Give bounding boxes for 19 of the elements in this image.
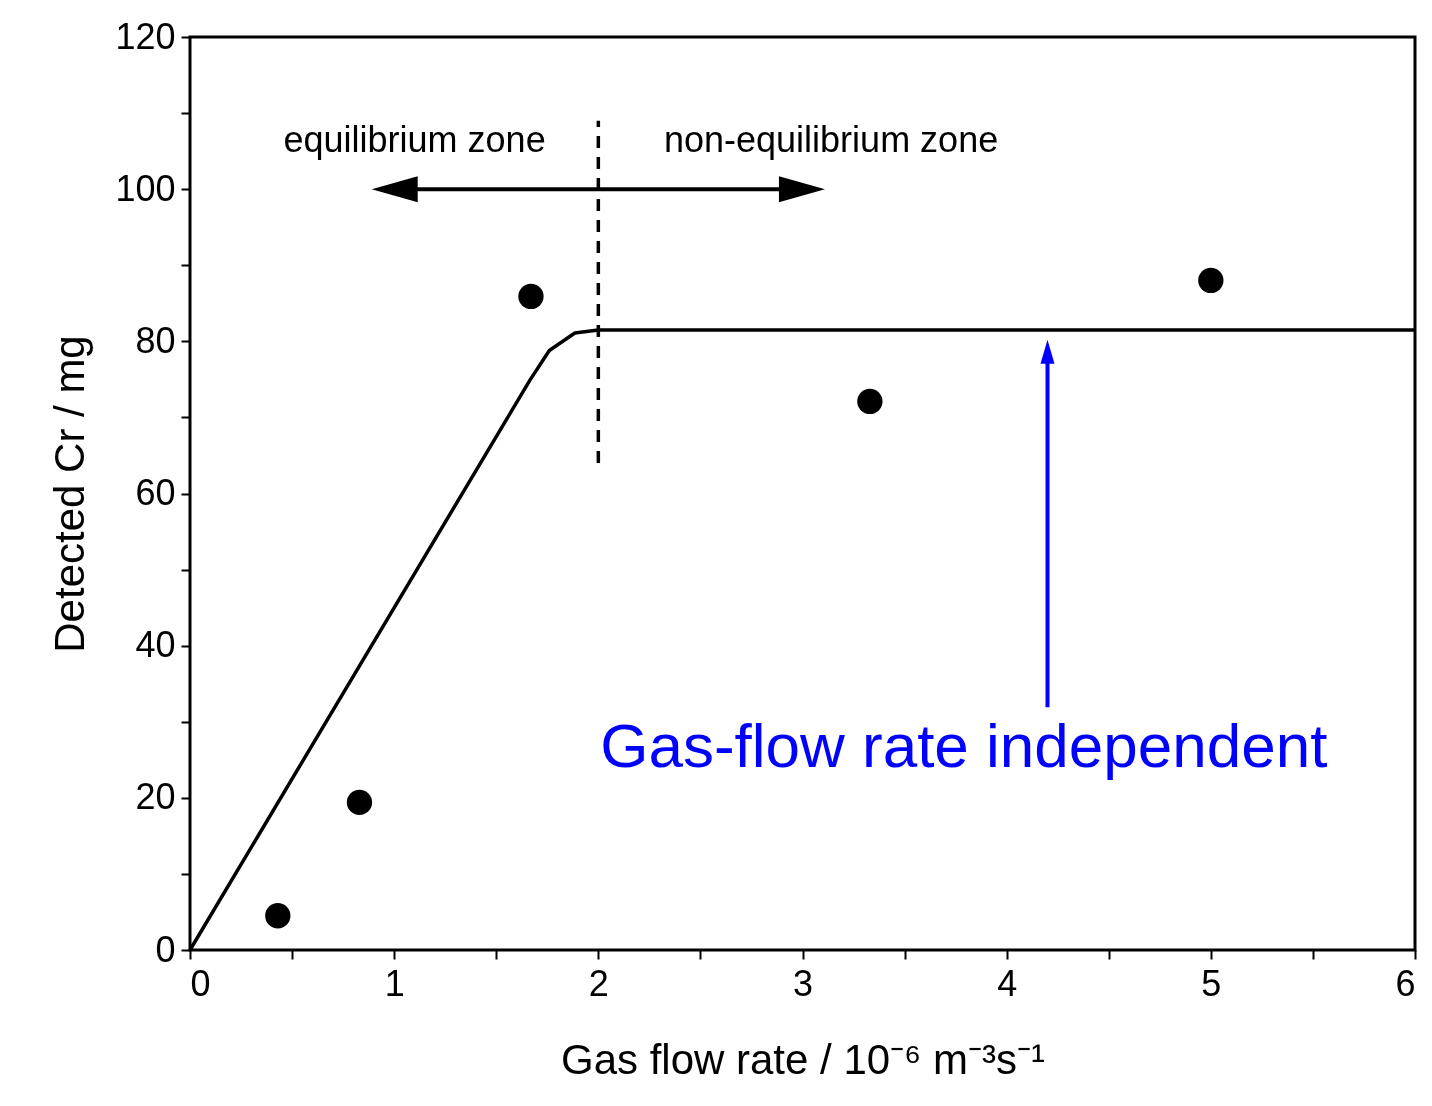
annotation: equilibrium zone <box>283 119 546 161</box>
y-tick-label: 40 <box>135 624 176 666</box>
x-tick-label: 6 <box>1395 962 1416 1004</box>
x-tick-label: 2 <box>588 962 609 1004</box>
annotation: non-equilibrium zone <box>663 119 999 161</box>
y-tick-label: 100 <box>115 167 176 209</box>
y-tick-label: 0 <box>155 928 176 970</box>
x-tick-label: 5 <box>1201 962 1222 1004</box>
x-tick-label: 3 <box>792 962 814 1004</box>
y-tick-label: 60 <box>135 472 176 513</box>
y-tick-label: 80 <box>135 319 176 361</box>
y-tick-label: 20 <box>135 776 176 818</box>
x-tick-label: 1 <box>384 962 405 1004</box>
y-axis-title: Detected Cr / mg <box>46 335 94 653</box>
x-axis-title: Gas flow rate / 10⁻⁶ m⁻³s⁻¹ <box>560 1035 1046 1083</box>
x-tick-label: 4 <box>997 962 1018 1004</box>
x-tick-label: 0 <box>190 962 211 1004</box>
annotation: Gas-flow rate independent <box>600 710 1328 780</box>
y-tick-label: 120 <box>115 15 176 57</box>
